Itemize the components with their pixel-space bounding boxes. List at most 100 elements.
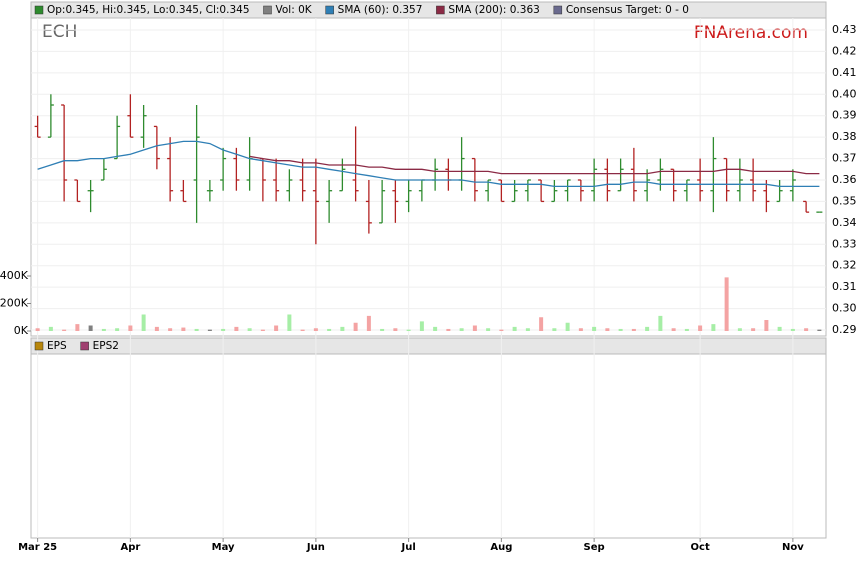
legend-label: SMA (200): 0.363	[448, 4, 539, 16]
volume-bar	[737, 328, 742, 331]
volume-bar	[181, 327, 186, 331]
volume-bar	[141, 314, 146, 331]
volume-bar	[168, 328, 173, 331]
volume-bar	[817, 329, 822, 331]
ticker: ECH	[42, 22, 77, 42]
volume-bar	[353, 322, 358, 331]
volume-bar	[128, 325, 133, 331]
volume-bar	[88, 325, 93, 331]
legend-swatch	[263, 5, 272, 15]
volume-bar	[684, 328, 689, 331]
volume-bar	[631, 328, 636, 331]
volume-bar	[711, 324, 716, 331]
eps-legend-bar	[30, 337, 827, 355]
volume-bar	[287, 314, 292, 331]
volume-bar	[459, 328, 464, 331]
y-tick-label: 0.43	[832, 23, 857, 36]
volume-bar	[433, 326, 438, 331]
legend-swatch	[80, 341, 89, 351]
volume-bar	[274, 325, 279, 331]
legend-label: Consensus Target: 0 - 0	[566, 4, 689, 16]
volume-bar	[380, 328, 385, 331]
volume-bar	[194, 328, 199, 331]
volume-tick-label: 0K	[14, 324, 29, 337]
volume-bar	[578, 328, 583, 331]
volume-bar	[525, 328, 530, 331]
watermark: FNArena.com	[694, 23, 808, 43]
y-tick-label: 0.41	[832, 66, 857, 79]
volume-bar	[260, 329, 265, 331]
x-tick-label: Jun	[306, 542, 325, 553]
y-tick-label: 0.33	[832, 237, 857, 250]
volume-bar	[565, 322, 570, 331]
volume-bar	[300, 329, 305, 331]
volume-bar	[486, 328, 491, 331]
volume-bar	[247, 328, 252, 331]
y-tick-label: 0.40	[832, 87, 857, 100]
legend-swatch	[553, 5, 563, 15]
volume-bar	[512, 326, 517, 331]
y-tick-label: 0.36	[832, 173, 857, 186]
volume-bar	[645, 326, 650, 331]
y-tick-label: 0.31	[832, 280, 857, 293]
volume-bar	[48, 326, 53, 331]
x-tick-label: Sep	[584, 542, 605, 553]
volume-bar	[234, 326, 239, 331]
volume-bar	[764, 320, 769, 331]
legend-label: Op:0.345, Hi:0.345, Lo:0.345, Cl:0.345	[47, 4, 250, 16]
volume-bar	[605, 328, 610, 331]
sma-line	[37, 140, 820, 188]
y-tick-label: 0.37	[832, 152, 857, 165]
x-tick-label: Apr	[120, 542, 140, 553]
volume-bar	[366, 315, 371, 331]
volume-bar	[592, 326, 597, 331]
volume-bar	[499, 329, 504, 331]
legend-swatch	[34, 341, 44, 351]
volume-bar	[340, 326, 345, 331]
volume-bar	[618, 328, 623, 331]
legend-swatch	[436, 5, 445, 15]
y-tick-label: 0.30	[832, 302, 857, 315]
volume-bar	[419, 321, 424, 331]
volume-tick-label: 400K	[0, 269, 29, 282]
y-tick-label: 0.42	[832, 44, 857, 57]
x-tick-label: Mar 25	[18, 542, 57, 553]
volume-bar	[35, 328, 40, 331]
y-tick-label: 0.35	[832, 194, 857, 207]
volume-bar	[62, 329, 67, 331]
volume-bar	[115, 328, 120, 331]
volume-bar	[671, 328, 676, 331]
price-panel	[30, 17, 827, 337]
x-tick-label: Nov	[782, 542, 804, 553]
eps-panel	[30, 353, 827, 539]
y-tick-label: 0.29	[832, 323, 857, 336]
volume-bar	[221, 328, 226, 331]
volume-bar	[724, 277, 729, 331]
volume-bar	[327, 328, 332, 331]
volume-bar	[207, 329, 212, 331]
volume-bar	[446, 328, 451, 331]
volume-bar	[75, 324, 80, 331]
legend-label: EPS2	[93, 340, 119, 352]
volume-bar	[804, 328, 809, 331]
volume-bar	[393, 328, 398, 331]
y-tick-label: 0.39	[832, 109, 857, 122]
legend-label: EPS	[47, 340, 67, 352]
legend-swatch	[34, 5, 44, 15]
volume-bar	[552, 328, 557, 331]
volume-bar	[101, 328, 106, 331]
x-tick-label: May	[212, 542, 235, 553]
volume-bar	[406, 329, 411, 331]
volume-bar	[472, 325, 477, 331]
x-tick-label: Jul	[400, 542, 415, 553]
volume-bar	[698, 325, 703, 331]
y-tick-label: 0.34	[832, 216, 857, 229]
y-tick-label: 0.32	[832, 259, 857, 272]
x-tick-label: Oct	[691, 542, 710, 553]
legend-swatch	[325, 5, 334, 15]
volume-bar	[790, 328, 795, 331]
legend-label: Vol: 0K	[276, 4, 313, 16]
volume-bar	[751, 328, 756, 331]
